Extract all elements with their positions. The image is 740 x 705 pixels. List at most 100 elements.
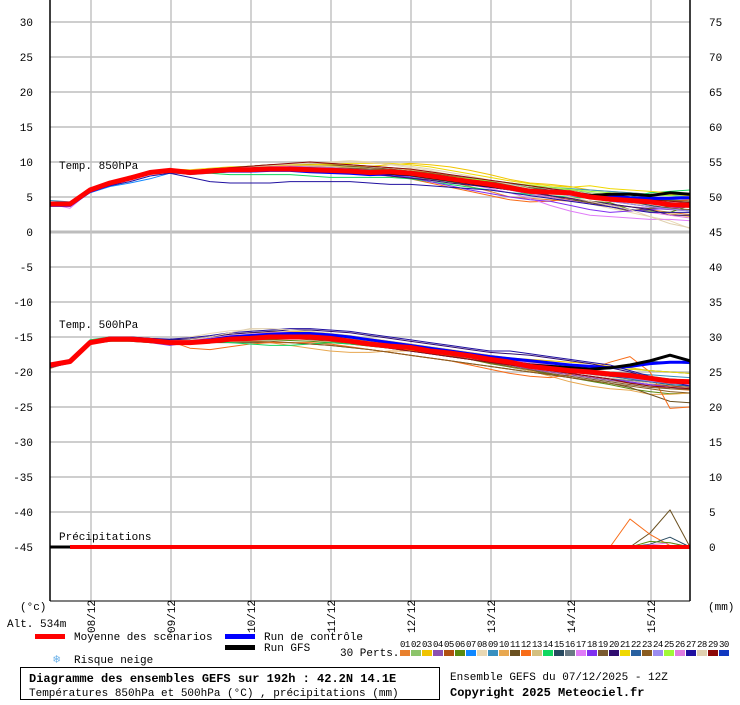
t850-perturbation-27: [50, 172, 690, 213]
pert-number: 29: [708, 640, 718, 650]
pert-color-swatch: [675, 650, 685, 656]
pert-number: 15: [554, 640, 564, 650]
left-tick-label: 25: [20, 53, 33, 65]
right-unit-label: (mm): [708, 602, 734, 614]
pert-color-swatch: [576, 650, 586, 656]
pert-number: 11: [510, 640, 520, 650]
right-tick-label: 75: [709, 18, 722, 30]
t500-ensemble-mean: [49, 334, 691, 385]
left-tick-label: 30: [20, 18, 33, 30]
pert-number: 08: [477, 640, 487, 650]
pert-number: 23: [642, 640, 652, 650]
date-tick-label: 13/12: [487, 600, 499, 633]
legend-gfs-label: Run GFS: [264, 643, 311, 655]
left-tick-label: 0: [26, 228, 33, 240]
pert-color-swatch: [532, 650, 542, 656]
chart-subtitle: Températures 850hPa et 500hPa (°C) , pré…: [29, 688, 399, 700]
pert-color-swatch: [664, 650, 674, 656]
right-tick-label: 5: [709, 508, 716, 520]
pert-color-swatch: [510, 650, 520, 656]
right-tick-label: 0: [709, 543, 716, 555]
panel-label-t500: Temp. 500hPa: [59, 320, 139, 332]
left-tick-label: -5: [20, 263, 33, 275]
pert-number: 12: [521, 640, 531, 650]
date-tick-label: 09/12: [167, 600, 179, 633]
left-tick-label: -40: [13, 508, 33, 520]
date-tick-label: 12/12: [407, 600, 419, 633]
pert-color-swatch: [488, 650, 498, 656]
altitude-label: Alt. 534m: [7, 619, 67, 631]
grid: [50, 0, 690, 601]
left-tick-label: 10: [20, 158, 33, 170]
pert-number: 20: [609, 640, 619, 650]
pert-number: 04: [433, 640, 443, 650]
left-tick-label: -10: [13, 298, 33, 310]
pert-number: 30: [719, 640, 729, 650]
legend-mean-swatch: [35, 634, 65, 639]
pert-color-swatch: [631, 650, 641, 656]
left-tick-label: 15: [20, 123, 33, 135]
panel-label-t850: Temp. 850hPa: [59, 161, 139, 173]
date-tick-label: 14/12: [567, 600, 579, 633]
right-tick-label: 25: [709, 368, 722, 380]
left-axis-ticks: 30 25 20 15 10 5 0 -5 -10 -15 -20 -25 -30 -35 -40 -45: [13, 18, 33, 555]
left-tick-label: -15: [13, 333, 33, 345]
pert-color-swatch: [642, 650, 652, 656]
pert-color-swatch: [444, 650, 454, 656]
legend-control-label: Run de contrôle: [264, 632, 363, 644]
left-tick-label: -25: [13, 403, 33, 415]
perturbation-legend: 01 02 03 04 05 06 07 08 09 10 11 12 13 14 15 16 17 18 19 20…: [400, 640, 729, 656]
pert-color-swatch: [422, 650, 432, 656]
left-tick-label: 5: [26, 193, 33, 205]
pert-color-swatch: [653, 650, 663, 656]
legend-mean-label: Moyenne des scénarios: [74, 632, 213, 644]
pert-number: 19: [598, 640, 608, 650]
pert-color-swatch: [400, 650, 410, 656]
pert-number: 24: [653, 640, 663, 650]
pert-number: 27: [686, 640, 696, 650]
t850-ensemble-mean: [50, 166, 691, 208]
right-tick-label: 40: [709, 263, 722, 275]
pert-color-swatch: [708, 650, 718, 656]
pert-color-swatch: [719, 650, 729, 656]
pert-number: 10: [499, 640, 509, 650]
pert-number: 02: [411, 640, 421, 650]
left-tick-label: -30: [13, 438, 33, 450]
right-tick-label: 65: [709, 88, 722, 100]
pert-number: 22: [631, 640, 641, 650]
legend: Moyenne des scénarios Run de contrôle Ru…: [35, 632, 729, 667]
right-tick-label: 15: [709, 438, 722, 450]
legend-control-swatch: [225, 634, 255, 639]
right-tick-label: 10: [709, 473, 722, 485]
date-axis-ticks: 08/12 09/12 10/12 11/12 12/12 13/12 14/12 15/12: [87, 600, 659, 633]
left-tick-label: 20: [20, 88, 33, 100]
pert-number: 26: [675, 640, 685, 650]
snowflake-icon: ❄: [53, 653, 60, 667]
legend-snow-label: Risque neige: [74, 655, 153, 667]
pert-color-swatch: [521, 650, 531, 656]
t850-perturbation-20: [50, 169, 690, 216]
pert-color-swatch: [598, 650, 608, 656]
pert-number: 13: [532, 640, 542, 650]
left-tick-label: -45: [13, 543, 33, 555]
right-tick-label: 45: [709, 228, 722, 240]
pert-number: 05: [444, 640, 454, 650]
pert-number: 14: [543, 640, 553, 650]
pert-number: 16: [565, 640, 575, 650]
right-tick-label: 50: [709, 193, 722, 205]
pert-color-swatch: [499, 650, 509, 656]
panel-label-precip: Précipitations: [59, 532, 151, 544]
pert-color-swatch: [477, 650, 487, 656]
left-tick-label: -20: [13, 368, 33, 380]
left-unit-label: (°c): [20, 602, 46, 614]
pert-number: 03: [422, 640, 432, 650]
pert-color-swatch: [466, 650, 476, 656]
pert-number: 18: [587, 640, 597, 650]
pert-number: 01: [400, 640, 410, 650]
legend-gfs-swatch: [225, 645, 255, 650]
series-layer: [49, 160, 691, 549]
pert-number: 17: [576, 640, 586, 650]
pert-color-swatch: [697, 650, 707, 656]
pert-number: 21: [620, 640, 630, 650]
